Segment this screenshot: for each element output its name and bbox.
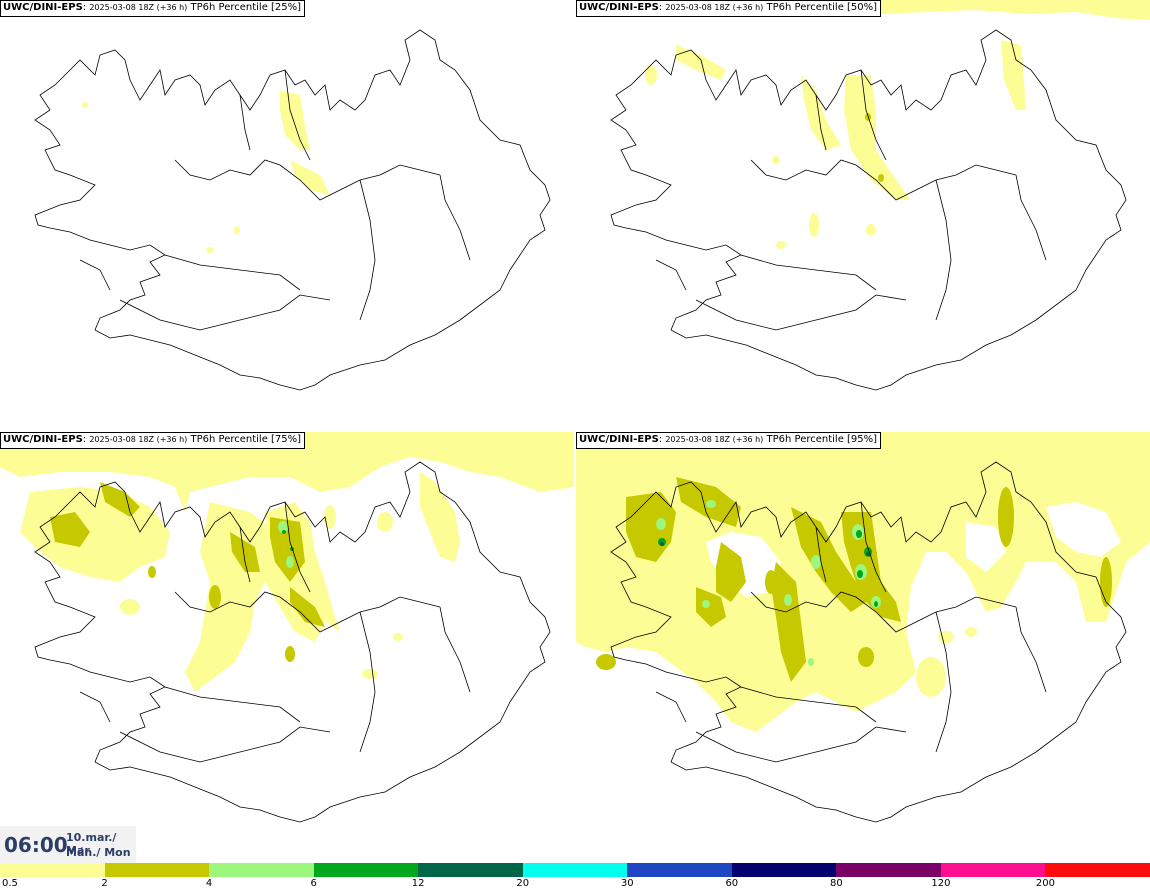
precip-map xyxy=(610,0,1150,391)
panel-title: UWC/DINI-EPS: 2025-03-08 18Z (+36 h) TP6… xyxy=(0,0,306,17)
valid-time-box: 06:00 10.mar./ Mar Mán./ Mon xyxy=(0,826,136,863)
colorbar-swatch xyxy=(627,863,733,877)
colorbar-swatch xyxy=(0,863,106,877)
colorbar-swatch xyxy=(940,863,1046,877)
panel-title: UWC/DINI-EPS: 2025-03-08 18Z (+36 h) TP6… xyxy=(576,0,882,17)
panel-title: UWC/DINI-EPS: 2025-03-08 18Z (+36 h) TP6… xyxy=(0,432,306,449)
colorbar-swatch xyxy=(522,863,628,877)
precip-field xyxy=(645,0,1150,249)
map-panel-50: UWC/DINI-EPS: 2025-03-08 18Z (+36 h) TP6… xyxy=(576,0,1150,432)
colorbar-label: 0.5 xyxy=(2,878,18,889)
colorbar-swatch xyxy=(836,863,942,877)
colorbar-swatch xyxy=(418,863,524,877)
valid-day: Mán./ Mon xyxy=(66,846,131,859)
colorbar-label: 200 xyxy=(1035,878,1055,889)
colorbar-label: 2 xyxy=(101,878,108,889)
colorbar-label: 12 xyxy=(411,878,425,889)
precip-field xyxy=(82,90,330,253)
colorbar-swatch xyxy=(104,863,210,877)
colorbar-label: 6 xyxy=(310,878,317,889)
precip-field xyxy=(0,432,574,692)
panel-title: UWC/DINI-EPS: 2025-03-08 18Z (+36 h) TP6… xyxy=(576,432,882,449)
valid-hour: 06:00 xyxy=(4,833,68,857)
colorbar-label: 20 xyxy=(516,878,530,889)
colorbar-label: 60 xyxy=(725,878,739,889)
colorbar-label: 80 xyxy=(829,878,843,889)
map-panel-25: UWC/DINI-EPS: 2025-03-08 18Z (+36 h) TP6… xyxy=(0,0,574,432)
colorbar-label: 120 xyxy=(931,878,951,889)
map-panel-75: UWC/DINI-EPS: 2025-03-08 18Z (+36 h) TP6… xyxy=(0,432,574,864)
precip-map xyxy=(0,432,574,823)
colorbar-swatch xyxy=(209,863,315,877)
colorbar-swatch xyxy=(313,863,419,877)
colorbar-swatch xyxy=(731,863,837,877)
precip-map xyxy=(34,29,551,391)
colorbar-legend: 0.5 2 4 6 12 20 30 60 80 120 200 xyxy=(0,863,1150,891)
colorbar-swatch xyxy=(1045,863,1150,877)
colorbar-label: 30 xyxy=(620,878,634,889)
precip-map xyxy=(576,432,1150,823)
valid-date: 10.mar./ Mar xyxy=(66,831,117,857)
colorbar-label: 4 xyxy=(205,878,213,889)
map-panel-95: UWC/DINI-EPS: 2025-03-08 18Z (+36 h) TP6… xyxy=(576,432,1150,864)
